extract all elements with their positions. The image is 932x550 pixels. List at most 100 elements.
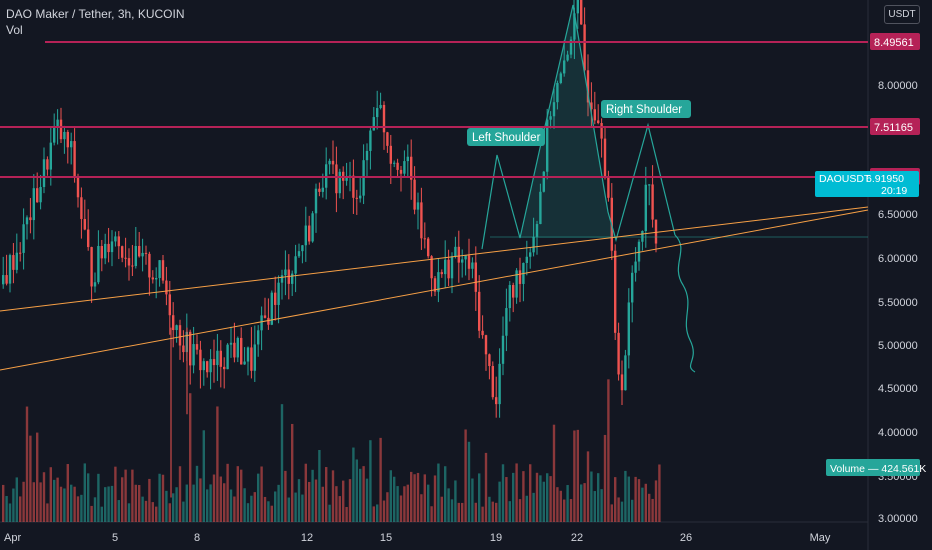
candle-body xyxy=(117,236,120,247)
candle-body xyxy=(627,302,630,356)
volume-bar xyxy=(195,465,199,522)
candle-body xyxy=(73,141,76,178)
candle-body xyxy=(403,161,406,174)
time-axis-tick: 19 xyxy=(490,532,502,544)
volume-bar xyxy=(29,435,32,522)
volume-bar xyxy=(168,503,171,522)
candle-body xyxy=(22,224,25,253)
volume-bar xyxy=(219,476,222,522)
candle-body xyxy=(654,219,658,244)
candle-body xyxy=(603,138,607,177)
volume-bar xyxy=(22,481,25,522)
volume-bar xyxy=(114,466,117,522)
candle-body xyxy=(25,217,29,225)
candle-body xyxy=(151,277,154,280)
volume-bar xyxy=(413,474,416,522)
candle-body xyxy=(90,247,93,287)
head-shoulders-pattern[interactable] xyxy=(481,4,676,250)
volume-bar xyxy=(8,503,12,522)
volume-bar xyxy=(189,393,192,522)
candle-body xyxy=(2,275,5,285)
right-shoulder-tag[interactable] xyxy=(601,100,691,118)
projection-path[interactable] xyxy=(674,234,696,373)
volume-bar xyxy=(454,480,457,522)
volume-indicator-label[interactable]: Vol xyxy=(6,23,23,37)
volume-bar xyxy=(542,481,545,522)
volume-bar xyxy=(457,502,460,522)
volume-bar xyxy=(573,430,576,522)
candle-body xyxy=(563,60,566,74)
left-shoulder-tag[interactable] xyxy=(467,128,545,146)
volume-bar xyxy=(658,464,661,522)
candle-body xyxy=(29,217,32,221)
volume-bar xyxy=(233,496,236,522)
volume-bar xyxy=(209,484,212,522)
candle-body xyxy=(277,282,280,305)
candle-body xyxy=(66,131,69,148)
candle-body xyxy=(257,330,260,345)
volume-bar xyxy=(192,484,195,522)
candle-body xyxy=(631,272,634,303)
volume-bar xyxy=(104,487,107,522)
trend-line[interactable] xyxy=(0,206,869,312)
candle-body xyxy=(97,245,100,283)
candle-body xyxy=(148,253,151,278)
volume-bar xyxy=(522,471,525,522)
candle-body xyxy=(488,354,491,367)
last-price-value: 6.91950 xyxy=(866,173,904,185)
volume-bar xyxy=(433,475,437,522)
volume-bar xyxy=(556,487,559,522)
candle-body xyxy=(233,342,236,358)
candle-body xyxy=(8,255,12,284)
volume-bar xyxy=(644,483,647,522)
candle-body xyxy=(209,359,212,373)
volume-bar xyxy=(165,490,168,522)
candle-body xyxy=(219,350,222,367)
volume-bar xyxy=(379,437,382,522)
candle-body xyxy=(444,259,447,275)
volume-bar xyxy=(80,494,83,522)
candle-body xyxy=(484,335,488,355)
candle-body xyxy=(454,246,457,257)
volume-bar xyxy=(270,505,273,522)
volume-bar xyxy=(87,473,90,522)
candle-body xyxy=(569,39,573,55)
volume-bar xyxy=(583,483,586,522)
trend-line[interactable] xyxy=(0,209,869,371)
candle-body xyxy=(447,259,450,279)
volume-bar xyxy=(495,502,498,522)
candle-body xyxy=(138,246,141,257)
volume-bar xyxy=(240,469,243,522)
candle-body xyxy=(5,275,8,284)
volume-bar xyxy=(396,486,399,522)
volume-bar xyxy=(117,500,120,522)
candle-body xyxy=(457,246,460,263)
volume-bar xyxy=(59,486,63,522)
volume-bar xyxy=(552,424,556,522)
candle-body xyxy=(216,350,219,366)
symbol-title[interactable]: DAO Maker / Tether, 3h, KUCOIN xyxy=(6,7,185,21)
volume-bar xyxy=(110,485,114,522)
candle-body xyxy=(243,361,246,365)
volume-bar xyxy=(559,490,562,522)
candle-body xyxy=(134,246,137,267)
candle-body xyxy=(491,366,494,398)
volume-bar xyxy=(263,496,267,522)
volume-bar xyxy=(172,493,175,522)
volume-bar xyxy=(372,506,375,522)
candle-body xyxy=(634,261,637,273)
candle-body xyxy=(624,355,627,391)
currency-button[interactable]: USDT xyxy=(884,5,920,24)
candle-body xyxy=(308,225,311,242)
candle-body xyxy=(19,252,22,254)
price-axis-tick: 5.00000 xyxy=(878,340,918,352)
candle-body xyxy=(158,260,161,278)
price-level-label: 7.51165 xyxy=(874,122,913,134)
volume-bar xyxy=(427,484,430,522)
volume-bar xyxy=(637,479,641,522)
candle-body xyxy=(420,202,423,239)
volume-bar xyxy=(5,496,8,522)
volume-bar xyxy=(212,474,216,522)
